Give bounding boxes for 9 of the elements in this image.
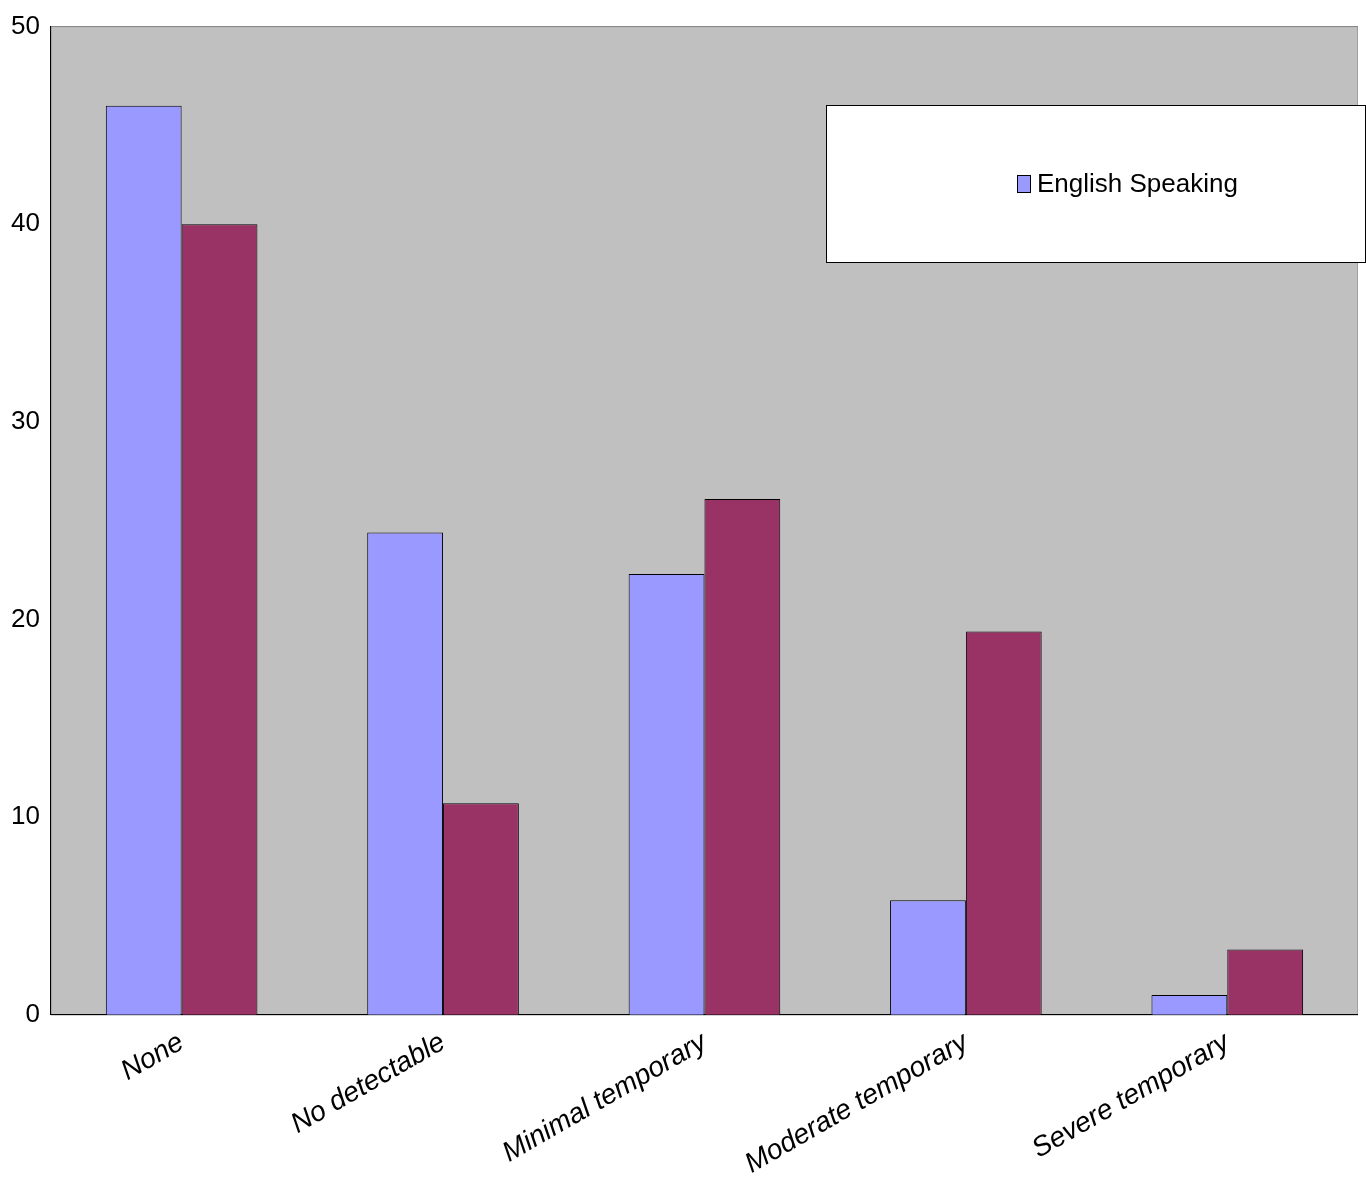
y-tick-label: 50	[11, 9, 40, 40]
legend-label: English Speaking	[1037, 168, 1238, 200]
legend-box: English Speaking	[826, 104, 1366, 263]
y-tick-label: 20	[11, 602, 40, 633]
x-tick-label: None	[115, 1025, 189, 1086]
y-tick-label: 30	[11, 405, 40, 436]
y-tick-label: 10	[11, 800, 40, 831]
y-tick-label: 0	[25, 998, 40, 1029]
y-tick-label: 40	[11, 207, 40, 238]
